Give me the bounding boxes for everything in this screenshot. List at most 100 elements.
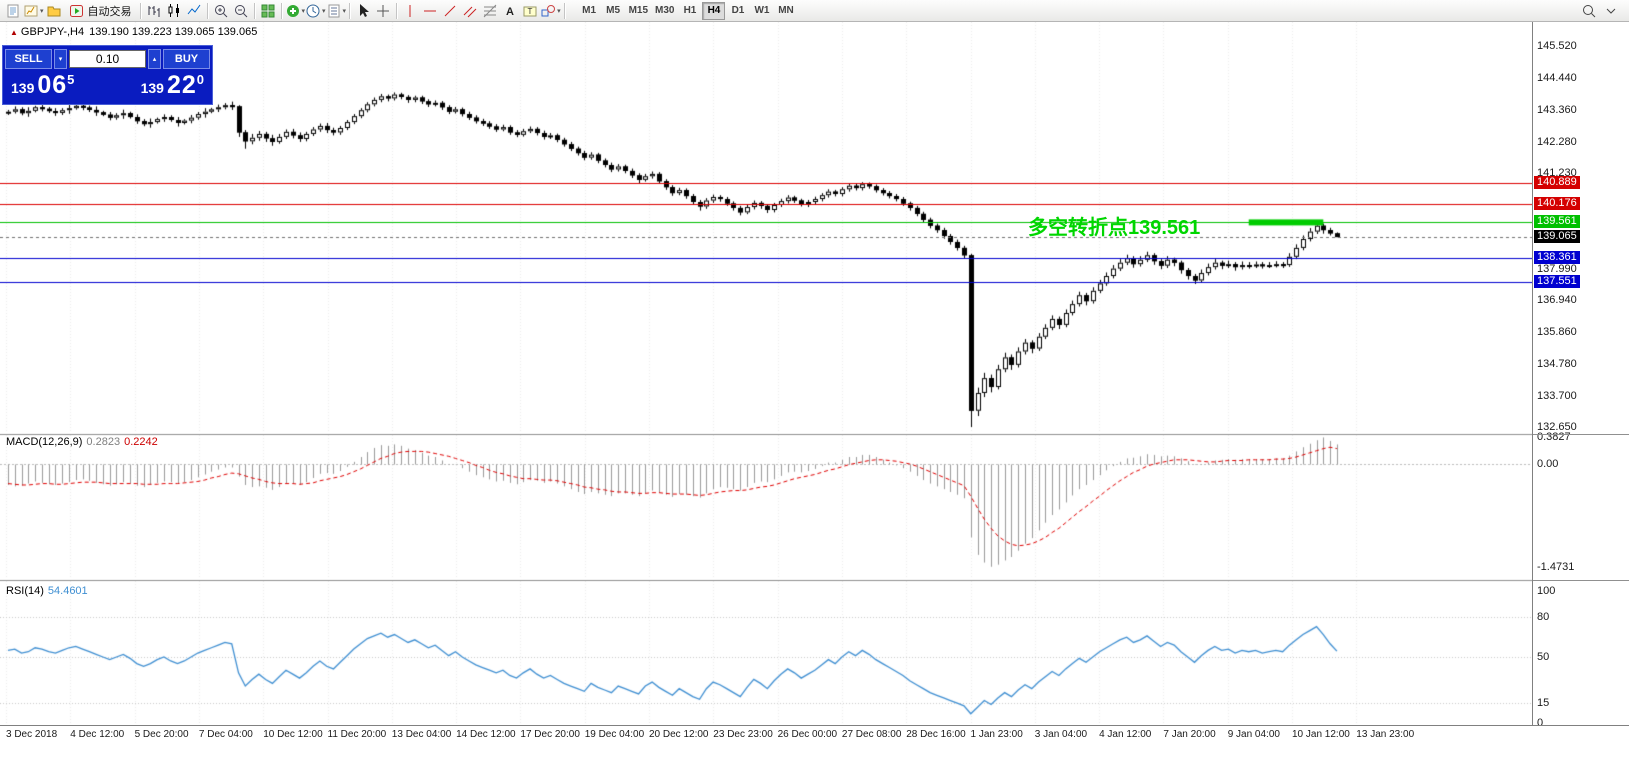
templates-icon[interactable]: ▾ [326,1,347,21]
line-chart-icon[interactable] [184,1,204,21]
rsi-axis-tick: 50 [1537,651,1550,663]
buy-button[interactable]: BUY [163,49,210,69]
buy-price: 139 220 [140,71,204,99]
toolbar-separator [206,2,208,19]
profiles-icon[interactable] [44,1,64,21]
candlestick-chart-icon[interactable] [164,1,184,21]
toolbar-separator [253,2,255,19]
timeframe-button-d1[interactable]: D1 [726,2,749,20]
price-axis[interactable]: 145.520 144.440 143.360 142.280 141.230 137.9… [1532,22,1629,729]
search-icon[interactable] [1579,1,1599,21]
chevron-down-icon: ▾ [301,7,306,15]
vertical-line-icon[interactable] [400,1,420,21]
macd-axis-tick: -1.4731 [1537,560,1575,573]
autotrading-label: 自动交易 [87,5,132,18]
channel-icon[interactable] [460,1,480,21]
time-label: 7 Dec 04:00 [198,729,253,740]
chart-window-icon[interactable]: ▾ [23,1,44,21]
price-tick: 134.780 [1537,357,1577,370]
new-order-icon[interactable] [3,1,23,21]
text-icon[interactable]: A [500,1,520,21]
rsi-axis-tick: 0 [1537,717,1544,729]
main-toolbar: ▾ 自动交易 ▾ ▾ ▾ A T ▾ M1 M5 M15 M30 H1 H4 D1 W1 MN [0,0,1629,22]
timeframe-button-h1[interactable]: H1 [678,2,701,20]
timeframe-button-m1[interactable]: M1 [578,2,601,20]
macd-signal-value: 0.2242 [124,436,158,448]
cursor-icon[interactable] [353,1,373,21]
time-label: 9 Jan 04:00 [1227,729,1280,740]
toolbar-right-group [1579,1,1626,21]
price-tick: 132.650 [1537,421,1577,433]
time-label: 7 Jan 20:00 [1163,729,1216,740]
shapes-icon[interactable]: ▾ [540,1,561,21]
price-tick: 136.940 [1537,294,1577,306]
indicators-icon[interactable]: ▾ [285,1,306,21]
fibonacci-icon[interactable] [480,1,500,21]
price-tick: 141.230 [1537,167,1577,179]
horizontal-line-icon[interactable] [420,1,440,21]
autotrading-button[interactable]: 自动交易 [64,1,137,21]
chart-ohlc-values: 139.190 139.223 139.065 139.065 [89,26,258,38]
time-axis[interactable]: 3 Dec 2018 4 Dec 12:00 5 Dec 20:00 7 Dec 04… [0,725,1629,772]
bar-chart-icon[interactable] [144,1,164,21]
rsi-axis-tick: 15 [1537,697,1550,710]
rsi-name: RSI(14) [6,585,44,597]
crosshair-icon[interactable] [373,1,393,21]
chart-ohlc-header: ▲ GBPJPY-,H4 139.190 139.223 139.065 139.0… [10,26,257,38]
macd-indicator-label: MACD(12,26,9) 0.2823 0.2242 [6,436,158,448]
timeframe-button-w1[interactable]: W1 [750,2,773,20]
time-label: 17 Dec 20:00 [520,729,580,740]
price-tick: 143.360 [1537,103,1577,116]
rsi-value: 54.4601 [47,585,88,597]
time-label: 1 Jan 23:00 [970,729,1023,740]
time-label: 23 Dec 23:00 [713,729,773,740]
trendline-icon[interactable] [440,1,460,21]
chart-canvas[interactable] [0,22,1532,725]
sell-button[interactable]: SELL [5,49,52,69]
timeframe-button-mn[interactable]: MN [774,2,797,20]
chart-symbol-label: GBPJPY-,H4 [20,26,85,38]
zoom-in-icon[interactable] [211,1,231,21]
time-label: 4 Dec 12:00 [70,729,125,740]
label-icon[interactable]: T [520,1,540,21]
time-label: 4 Jan 12:00 [1099,729,1152,740]
time-label: 27 Dec 08:00 [841,729,902,740]
time-label: 10 Jan 12:00 [1292,729,1350,740]
time-label: 13 Dec 04:00 [391,729,452,740]
panel-separator[interactable] [1533,434,1629,435]
timeframe-toolbar: M1 M5 M15 M30 H1 H4 D1 W1 MN [578,1,798,20]
time-label: 3 Dec 2018 [6,729,58,740]
time-label: 13 Jan 23:00 [1356,729,1415,740]
time-label: 11 Dec 20:00 [327,729,387,740]
price-tick: 137.990 [1537,262,1577,275]
timeframe-button-h4[interactable]: H4 [702,1,726,20]
volume-input[interactable] [69,50,146,68]
volume-down-button[interactable]: ▾ [54,49,67,69]
timeframe-button-m30[interactable]: M30 [652,2,677,20]
time-label: 14 Dec 12:00 [456,729,516,740]
volume-up-button[interactable]: ▴ [148,49,161,69]
toolbar-separator [396,2,398,19]
chart-annotation: 多空转折点139.561 [1028,217,1201,239]
time-label: 3 Jan 04:00 [1034,729,1088,740]
panel-separator[interactable] [1533,580,1629,581]
price-tag: 140.889 [1534,176,1580,190]
time-label: 5 Dec 20:00 [134,729,189,740]
timeframe-button-m15[interactable]: M15 [626,2,651,20]
time-label: 28 Dec 16:00 [906,729,966,740]
chevron-down-icon[interactable] [1601,1,1621,21]
chevron-down-icon: ▾ [322,7,326,15]
toolbar-separator [139,2,141,19]
rsi-indicator-label: RSI(14) 54.4601 [6,585,88,597]
time-label: 26 Dec 00:00 [777,729,838,740]
chart-flag-icon: ▲ [10,28,18,37]
tile-windows-icon[interactable] [258,1,278,21]
timeframe-button-m5[interactable]: M5 [602,2,625,20]
chevron-down-icon: ▾ [557,7,561,15]
zoom-out-icon[interactable] [231,1,251,21]
chevron-down-icon: ▾ [342,7,347,15]
toolbar-separator [280,2,282,19]
periods-icon[interactable]: ▾ [305,1,326,21]
